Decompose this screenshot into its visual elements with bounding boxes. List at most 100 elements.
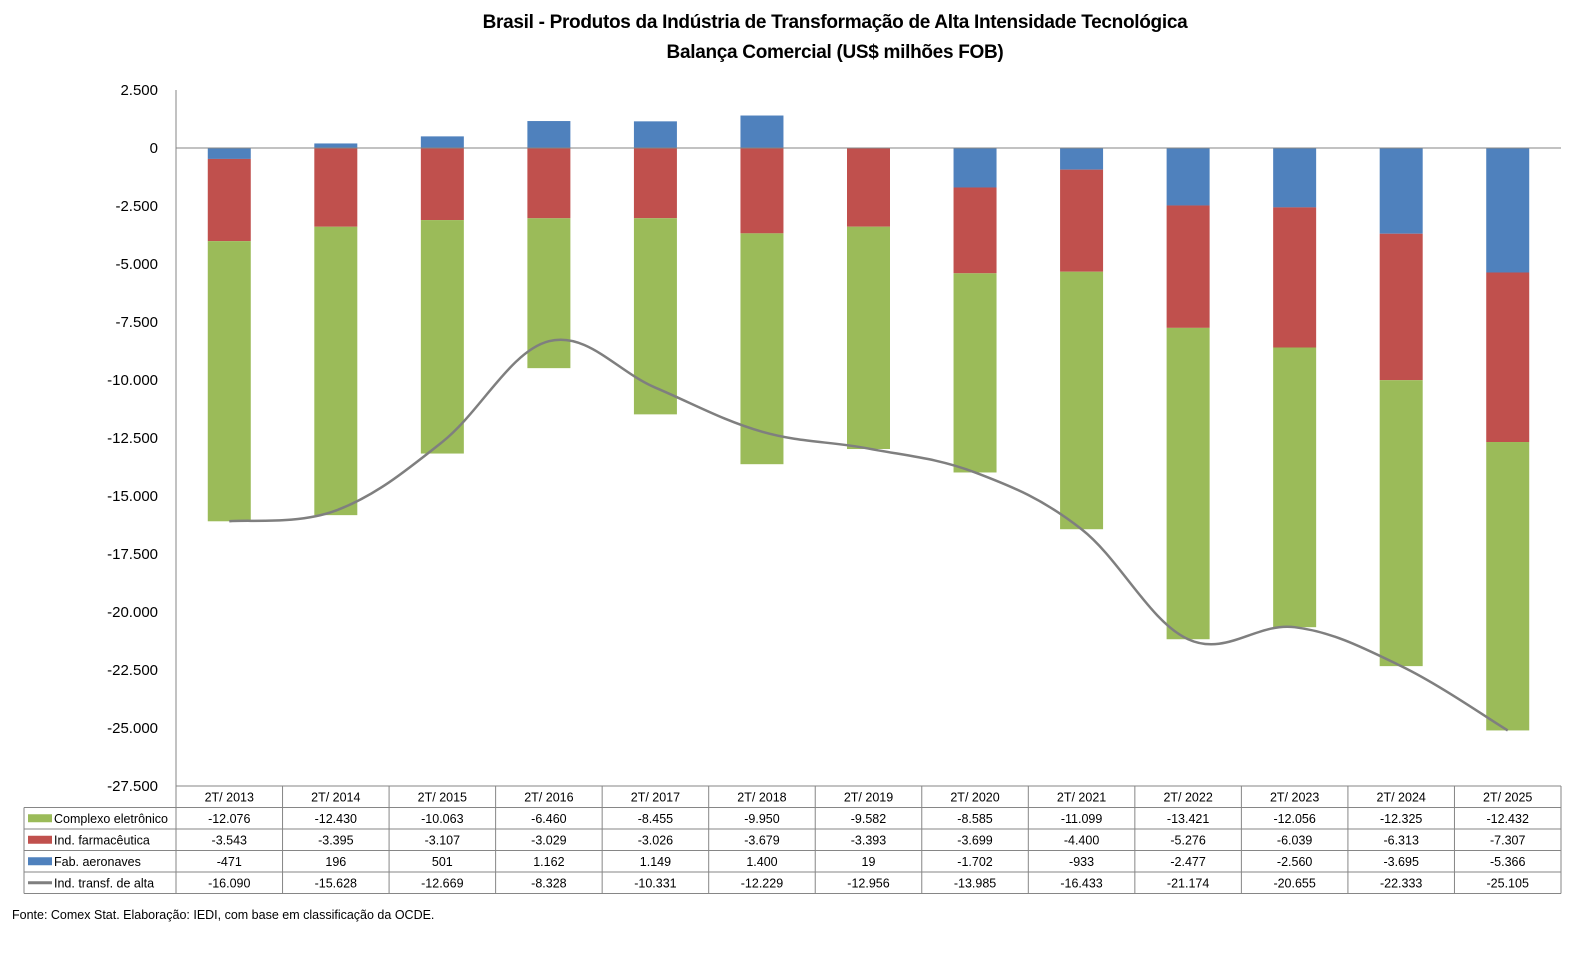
table-cell: -21.174 <box>1167 876 1209 890</box>
bar-ind-farmac-utica <box>633 148 677 219</box>
bar-complexo-eletr-nico <box>314 226 358 516</box>
x-tick-label: 2T/ 2024 <box>1377 790 1426 804</box>
bar-ind-farmac-utica <box>740 148 784 234</box>
table-cell: -12.432 <box>1487 812 1529 826</box>
table-cell: -8.328 <box>531 876 566 890</box>
table-cell: -12.325 <box>1380 812 1422 826</box>
table-cell: -3.026 <box>638 833 673 847</box>
x-tick-label: 2T/ 2017 <box>631 790 680 804</box>
bar-complexo-eletr-nico <box>527 218 571 369</box>
total-line <box>229 338 1509 732</box>
bar-complexo-eletr-nico <box>1166 327 1210 640</box>
bar-fab-aeronaves <box>314 143 358 148</box>
y-tick-label: -22.500 <box>107 662 158 679</box>
table-cell: -7.307 <box>1490 833 1525 847</box>
y-tick-label: -25.000 <box>107 720 158 737</box>
legend-swatch <box>28 814 52 823</box>
table-cell: -12.669 <box>421 876 463 890</box>
legend-swatch <box>28 835 52 844</box>
source-note: Fonte: Comex Stat. Elaboração: IEDI, com… <box>12 908 435 922</box>
table-cell: -10.063 <box>421 812 463 826</box>
bar-fab-aeronaves <box>953 148 997 188</box>
bar-ind-farmac-utica <box>527 148 571 219</box>
bar-complexo-eletr-nico <box>953 273 997 473</box>
legend-label: Complexo eletrônico <box>54 812 168 826</box>
x-tick-label: 2T/ 2013 <box>205 790 254 804</box>
legend-label: Fab. aeronaves <box>54 855 141 869</box>
x-tick-label: 2T/ 2019 <box>844 790 893 804</box>
data-table: 2T/ 2013 2T/ 2014 2T/ 2015 2T/ 2016 2T/ 2017… <box>23 785 1562 894</box>
bar-fab-aeronaves <box>207 148 251 159</box>
bar-fab-aeronaves <box>1486 148 1530 273</box>
bar-ind-farmac-utica <box>1166 205 1210 328</box>
bars <box>176 115 1561 731</box>
table-cell: -12.229 <box>741 876 783 890</box>
table-cell: 501 <box>432 855 453 869</box>
table-cell: -471 <box>217 855 242 869</box>
bar-ind-farmac-utica <box>847 148 890 227</box>
chart-title-line1: Brasil - Produtos da Indústria de Transf… <box>482 12 1188 33</box>
table-cell: -2.477 <box>1170 855 1205 869</box>
table-cell: -3.699 <box>957 833 992 847</box>
line-ind-transf-de-alta <box>229 338 1509 732</box>
bar-complexo-eletr-nico <box>847 226 890 450</box>
x-tick-label: 2T/ 2015 <box>418 790 467 804</box>
table-cell: -12.430 <box>315 812 357 826</box>
legend-label: Ind. farmacêutica <box>54 833 150 847</box>
table-cell: -15.628 <box>315 876 357 890</box>
bar-ind-farmac-utica <box>1379 233 1423 381</box>
bar-ind-farmac-utica <box>314 148 358 227</box>
table-cell: -3.695 <box>1383 855 1418 869</box>
bar-fab-aeronaves <box>633 121 677 148</box>
table-cell: -4.400 <box>1064 833 1099 847</box>
table-cell: -20.655 <box>1273 876 1315 890</box>
table-cell: 196 <box>325 855 346 869</box>
table-cell: -3.107 <box>425 833 460 847</box>
table-cell: -16.090 <box>208 876 250 890</box>
table-cell: -8.585 <box>957 812 992 826</box>
table-cell: -12.956 <box>847 876 889 890</box>
table-cell: -12.076 <box>208 812 250 826</box>
table-cell: 1.149 <box>640 855 671 869</box>
x-tick-label: 2T/ 2020 <box>950 790 999 804</box>
bar-complexo-eletr-nico <box>207 241 251 522</box>
table-cell: -6.039 <box>1277 833 1312 847</box>
chart-subtitle: Balança Comercial (US$ milhões FOB) <box>666 42 1004 63</box>
bar-fab-aeronaves <box>420 136 464 148</box>
bar-complexo-eletr-nico <box>633 218 677 415</box>
bar-fab-aeronaves <box>527 121 571 148</box>
bar-fab-aeronaves <box>1273 148 1317 208</box>
table-cell: -5.366 <box>1490 855 1525 869</box>
bar-ind-farmac-utica <box>1060 169 1104 272</box>
table-cell: -8.455 <box>638 812 673 826</box>
y-tick-label: -12.500 <box>107 430 158 447</box>
x-tick-label: 2T/ 2025 <box>1483 790 1532 804</box>
y-tick-label: -7.500 <box>115 314 158 331</box>
table-cell: 1.162 <box>533 855 564 869</box>
y-tick-label: 0 <box>150 140 158 157</box>
table-cell: -1.702 <box>957 855 992 869</box>
y-tick-label: -15.000 <box>107 488 158 505</box>
x-tick-label: 2T/ 2014 <box>311 790 360 804</box>
table-cell: -3.029 <box>531 833 566 847</box>
y-tick-label: -17.500 <box>107 546 158 563</box>
table-cell: -22.333 <box>1380 876 1422 890</box>
bar-fab-aeronaves <box>1166 148 1210 206</box>
bar-complexo-eletr-nico <box>740 233 784 465</box>
table-cell: 1.400 <box>746 855 777 869</box>
y-tick-label: -27.500 <box>107 778 158 795</box>
bar-complexo-eletr-nico <box>420 220 464 454</box>
bar-ind-farmac-utica <box>953 187 997 274</box>
legend-swatch <box>28 857 52 866</box>
table-cell: -9.950 <box>744 812 779 826</box>
table-cell: -13.421 <box>1167 812 1209 826</box>
y-tick-label: -2.500 <box>115 198 158 215</box>
table-cell: -6.313 <box>1383 833 1418 847</box>
y-tick-label: -5.000 <box>115 256 158 273</box>
bar-fab-aeronaves <box>1060 148 1104 170</box>
table-cell: -6.460 <box>531 812 566 826</box>
table-cell: -3.395 <box>318 833 353 847</box>
x-tick-label: 2T/ 2016 <box>524 790 573 804</box>
bar-complexo-eletr-nico <box>1379 380 1423 667</box>
chart-title: Brasil - Produtos da Indústria de Transf… <box>0 8 1595 68</box>
